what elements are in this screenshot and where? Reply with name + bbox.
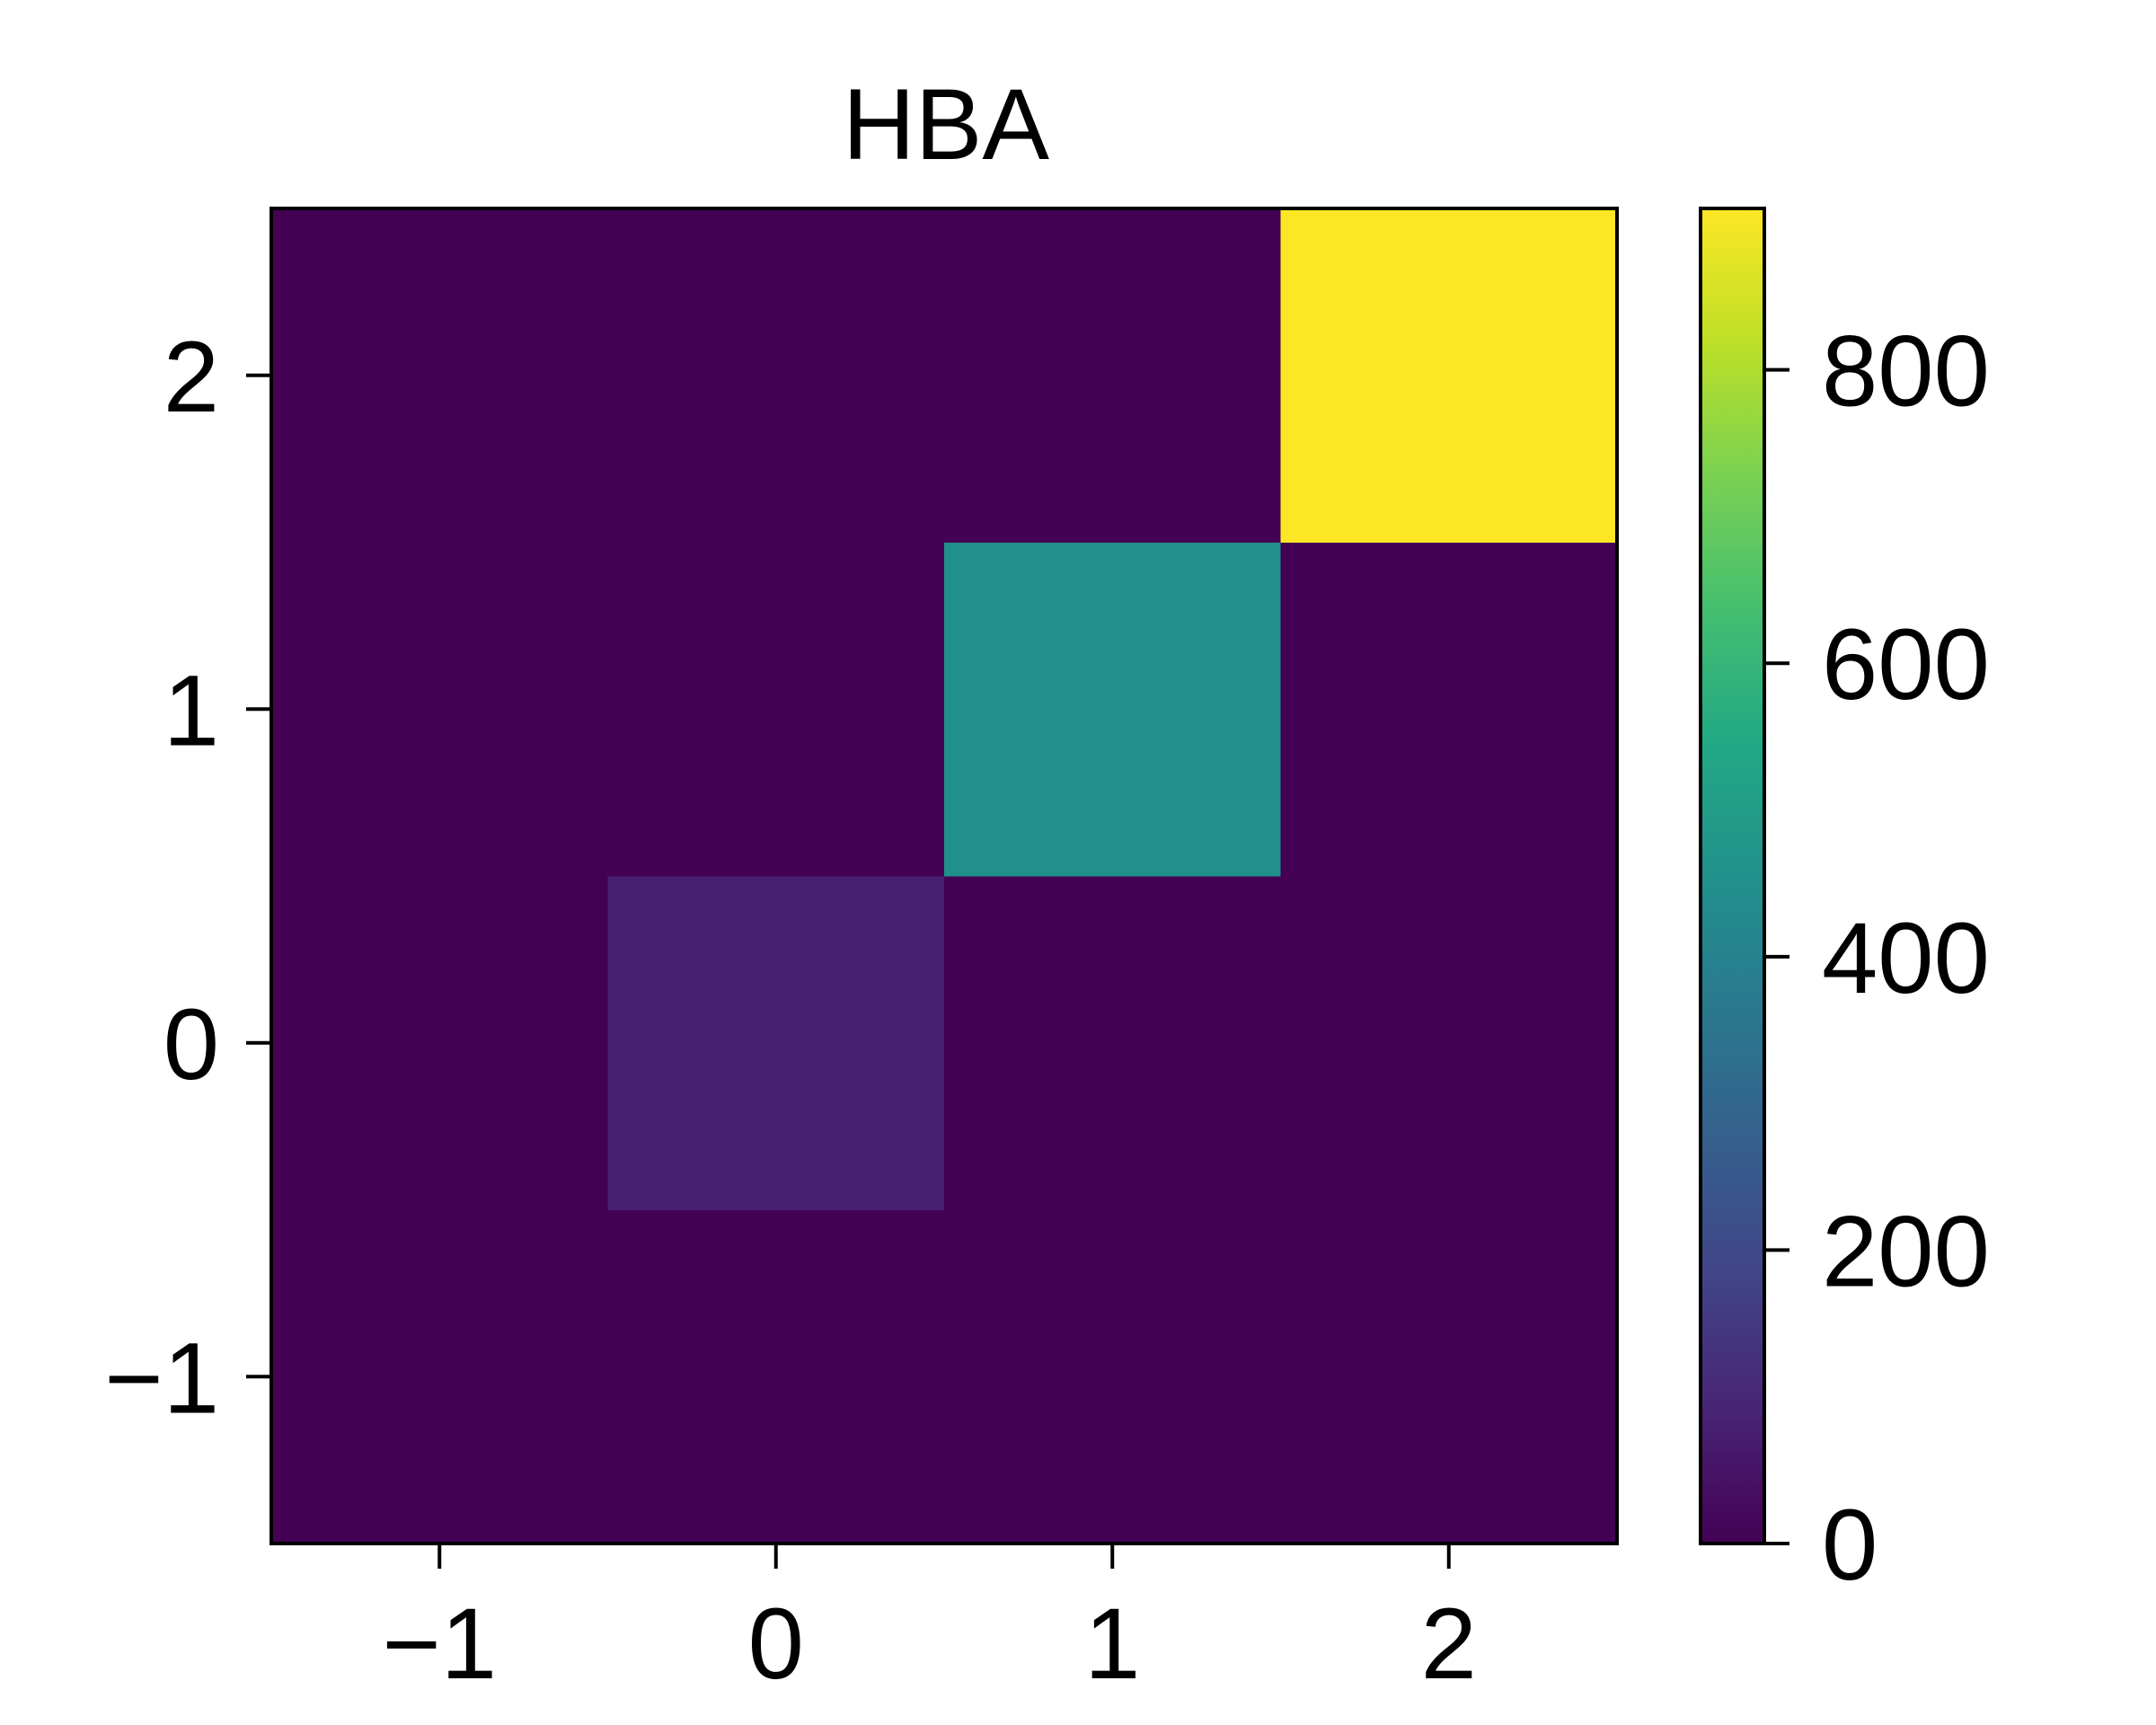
heatmap-cell bbox=[1280, 876, 1618, 1210]
heatmap-cell bbox=[944, 208, 1281, 543]
heatmap-cell bbox=[271, 1209, 608, 1544]
heatmap-cell bbox=[944, 1209, 1281, 1544]
x-tick-label: 0 bbox=[748, 1588, 804, 1700]
colorbar-tick-label: 600 bbox=[1822, 608, 1990, 721]
x-tick-label: 2 bbox=[1421, 1588, 1477, 1700]
colorbar-frame bbox=[1699, 207, 1766, 1545]
colorbar-tick-label: 800 bbox=[1822, 315, 1990, 428]
heatmap-cell bbox=[607, 208, 945, 543]
colorbar bbox=[1701, 208, 1764, 1544]
heatmap-cell bbox=[271, 876, 608, 1210]
heatmap-cell bbox=[1280, 542, 1618, 877]
y-tick-label: −1 bbox=[104, 1322, 219, 1434]
colorbar-tick-label: 400 bbox=[1822, 902, 1990, 1014]
x-tick-label: 1 bbox=[1084, 1588, 1140, 1700]
heatmap-cell bbox=[607, 542, 945, 877]
y-axis: −1 0 1 2 bbox=[104, 321, 271, 1434]
heatmap-cell bbox=[1280, 1209, 1618, 1544]
heatmap-cell bbox=[271, 208, 608, 543]
y-tick-label: 1 bbox=[163, 654, 219, 766]
plot-frame bbox=[270, 207, 1619, 1545]
colorbar-tick-label: 200 bbox=[1822, 1195, 1990, 1307]
y-tick-label: 0 bbox=[163, 988, 219, 1101]
heatmap-cell bbox=[607, 1209, 945, 1544]
y-tick-label: 2 bbox=[163, 321, 219, 433]
x-tick-label: −1 bbox=[382, 1588, 497, 1700]
heatmap-cell bbox=[944, 876, 1281, 1210]
heatmap-cell bbox=[944, 542, 1281, 877]
heatmap-cell bbox=[1280, 208, 1618, 543]
heatmap-cell bbox=[271, 542, 608, 877]
colorbar-axis: 0 200 400 600 800 bbox=[1764, 315, 1990, 1601]
chart-title: HBA bbox=[843, 68, 1050, 181]
heatmap-cells bbox=[271, 208, 1618, 1544]
heatmap-cell bbox=[607, 876, 945, 1210]
x-axis: −1 0 1 2 bbox=[382, 1544, 1477, 1700]
colorbar-tick-label: 0 bbox=[1822, 1489, 1878, 1601]
